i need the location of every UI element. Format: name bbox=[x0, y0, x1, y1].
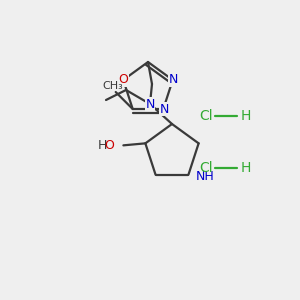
Text: N: N bbox=[145, 98, 155, 110]
Text: O: O bbox=[118, 74, 128, 86]
Text: CH₃: CH₃ bbox=[102, 81, 123, 91]
Text: H: H bbox=[98, 139, 107, 152]
Text: N: N bbox=[169, 74, 178, 86]
Text: N: N bbox=[160, 103, 169, 116]
Text: H: H bbox=[241, 109, 251, 123]
Text: NH: NH bbox=[196, 170, 214, 183]
Text: Cl: Cl bbox=[200, 161, 213, 175]
Text: Cl: Cl bbox=[200, 109, 213, 123]
Text: H: H bbox=[241, 161, 251, 175]
Text: O: O bbox=[104, 139, 114, 152]
